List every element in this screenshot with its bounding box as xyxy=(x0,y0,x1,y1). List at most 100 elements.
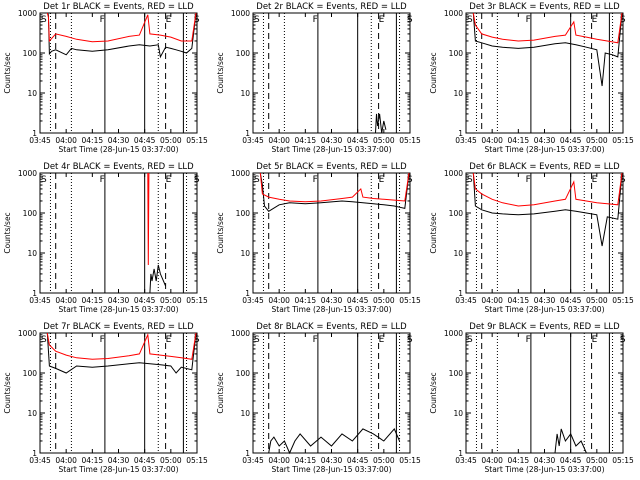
x-tick-label: 04:15 xyxy=(82,296,104,305)
series-line xyxy=(554,428,587,454)
y-tick-label: 1 xyxy=(32,129,37,138)
x-tick-label: 04:15 xyxy=(82,136,104,145)
y-tick-label: 1 xyxy=(458,289,463,298)
y-axis-label: Counts/sec xyxy=(429,52,438,93)
x-axis-label: Start Time (28-Jun-15 03:37:00) xyxy=(272,465,392,474)
y-tick-label: 1 xyxy=(458,129,463,138)
plot-frame xyxy=(39,332,198,454)
x-tick-label: 04:30 xyxy=(108,456,130,465)
y-tick-label: 1000 xyxy=(444,329,463,338)
series-line xyxy=(46,12,197,43)
x-tick-label: 04:30 xyxy=(108,136,130,145)
x-tick-label: 05:15 xyxy=(399,136,421,145)
x-tick-label: 05:00 xyxy=(373,296,395,305)
x-tick-label: 05:00 xyxy=(160,456,182,465)
detector-panel-1: Det 1r BLACK = Events, RED = LLD Counts/s… xyxy=(3,2,208,154)
x-tick-label: 04:45 xyxy=(347,456,369,465)
panel-title: Det 1r BLACK = Events, RED = LLD xyxy=(43,2,194,12)
x-tick-label: 03:45 xyxy=(29,456,51,465)
y-axis-label: Counts/sec xyxy=(429,212,438,253)
x-tick-label: 04:30 xyxy=(534,136,556,145)
phase-marker-label: S xyxy=(467,175,473,185)
y-tick-label: 10 xyxy=(27,89,37,98)
phase-marker-label: S xyxy=(407,15,413,25)
y-tick-label: 1 xyxy=(245,449,250,458)
y-tick-label: 1 xyxy=(458,449,463,458)
y-tick-label: 1000 xyxy=(444,169,463,178)
series-line xyxy=(46,332,197,360)
x-tick-label: 04:00 xyxy=(268,136,290,145)
y-tick-label: 100 xyxy=(236,209,251,218)
x-tick-label: 04:45 xyxy=(347,296,369,305)
x-tick-label: 03:45 xyxy=(455,136,477,145)
x-tick-label: 04:45 xyxy=(560,296,582,305)
plot-frame xyxy=(39,12,198,134)
x-tick-label: 04:30 xyxy=(534,296,556,305)
y-tick-label: 100 xyxy=(449,209,464,218)
y-tick-label: 10 xyxy=(453,409,463,418)
x-tick-label: 04:00 xyxy=(55,296,77,305)
y-tick-label: 1 xyxy=(245,129,250,138)
y-tick-label: 1000 xyxy=(231,169,250,178)
x-tick-label: 04:45 xyxy=(560,136,582,145)
x-tick-label: 05:00 xyxy=(160,296,182,305)
phase-marker-label: E xyxy=(166,175,172,185)
series-line xyxy=(472,12,623,87)
x-tick-label: 04:30 xyxy=(321,296,343,305)
panel-title: Det 6r BLACK = Events, RED = LLD xyxy=(469,162,620,172)
detector-panel-2: Det 2r BLACK = Events, RED = LLD Counts/s… xyxy=(216,2,421,154)
y-tick-label: 100 xyxy=(23,49,38,58)
x-tick-label: 05:15 xyxy=(186,296,208,305)
y-tick-label: 100 xyxy=(236,369,251,378)
x-tick-label: 05:00 xyxy=(586,456,608,465)
phase-marker-label: E xyxy=(379,175,385,185)
x-tick-label: 03:45 xyxy=(455,296,477,305)
phase-marker-label: S xyxy=(254,335,260,345)
y-tick-label: 100 xyxy=(449,49,464,58)
x-tick-label: 03:45 xyxy=(242,296,264,305)
panel-title: Det 2r BLACK = Events, RED = LLD xyxy=(256,2,407,12)
phase-marker-label: S xyxy=(620,15,626,25)
phase-marker-label: F xyxy=(526,175,531,185)
x-tick-label: 04:15 xyxy=(508,296,530,305)
panel-title: Det 7r BLACK = Events, RED = LLD xyxy=(43,322,194,332)
detector-panel-8: Det 8r BLACK = Events, RED = LLD Counts/s… xyxy=(216,322,421,474)
phase-marker-label: F xyxy=(526,335,531,345)
phase-marker-label: F xyxy=(100,335,105,345)
x-tick-label: 04:30 xyxy=(534,456,556,465)
y-tick-label: 1000 xyxy=(18,169,37,178)
x-tick-label: 04:30 xyxy=(321,456,343,465)
y-tick-label: 1000 xyxy=(18,329,37,338)
x-tick-label: 05:15 xyxy=(612,456,634,465)
x-tick-label: 05:15 xyxy=(186,456,208,465)
x-tick-label: 05:15 xyxy=(399,296,421,305)
x-tick-label: 03:45 xyxy=(242,456,264,465)
y-tick-label: 100 xyxy=(449,369,464,378)
phase-marker-label: S xyxy=(254,175,260,185)
x-tick-label: 04:15 xyxy=(508,136,530,145)
x-tick-label: 05:00 xyxy=(373,136,395,145)
x-tick-label: 04:00 xyxy=(55,136,77,145)
x-tick-label: 04:00 xyxy=(481,136,503,145)
y-axis-label: Counts/sec xyxy=(3,52,12,93)
x-tick-label: 05:00 xyxy=(586,136,608,145)
x-tick-label: 04:15 xyxy=(295,456,317,465)
y-axis-label: Counts/sec xyxy=(216,372,225,413)
y-tick-label: 10 xyxy=(27,249,37,258)
plot-frame xyxy=(252,332,411,454)
y-tick-label: 10 xyxy=(240,249,250,258)
plot-frame xyxy=(465,332,624,454)
panel-title: Det 5r BLACK = Events, RED = LLD xyxy=(256,162,407,172)
y-axis-label: Counts/sec xyxy=(429,372,438,413)
x-tick-label: 05:15 xyxy=(186,136,208,145)
phase-marker-label: S xyxy=(41,335,47,345)
y-axis-label: Counts/sec xyxy=(3,372,12,413)
detector-panel-6: Det 6r BLACK = Events, RED = LLD Counts/s… xyxy=(429,162,634,314)
x-tick-label: 04:45 xyxy=(134,296,156,305)
y-tick-label: 1 xyxy=(32,449,37,458)
phase-marker-label: S xyxy=(41,15,47,25)
x-tick-label: 04:00 xyxy=(55,456,77,465)
x-tick-label: 05:00 xyxy=(373,456,395,465)
x-tick-label: 05:00 xyxy=(586,296,608,305)
